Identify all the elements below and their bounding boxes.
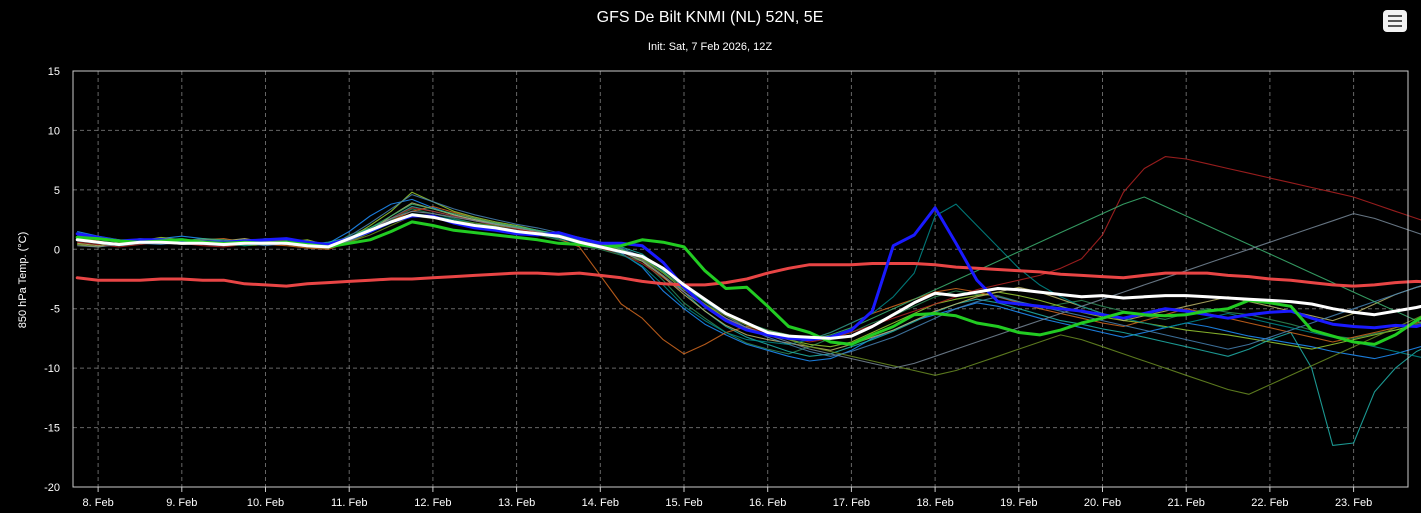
chart-menu-button[interactable] [1383, 10, 1407, 32]
chart-title: GFS De Bilt KNMI (NL) 52N, 5E [597, 9, 824, 26]
x-tick-label: 19. Feb [1000, 497, 1037, 509]
climate-mean-line [75, 262, 1421, 288]
x-tick-label: 11. Feb [331, 497, 368, 509]
y-tick-label: -5 [50, 304, 60, 316]
ensemble-member-line [77, 194, 1421, 357]
plot-border [72, 70, 1409, 488]
ensemble-member-line [77, 196, 1421, 341]
operational-line [75, 220, 1421, 346]
x-tick-label: 9. Feb [166, 497, 197, 509]
x-tick-label: 10. Feb [247, 497, 284, 509]
ensemble-member-line [77, 198, 1421, 362]
y-tick-label: 15 [48, 66, 60, 78]
y-tick-label: -15 [44, 423, 60, 435]
x-tick-label: 18. Feb [916, 497, 953, 509]
y-tick-label: -10 [44, 363, 60, 375]
x-tick-label: 15. Feb [665, 497, 702, 509]
x-tick-label: 16. Feb [749, 497, 786, 509]
ensemble-mean-line [75, 213, 1421, 340]
y-tick-label: 5 [54, 185, 60, 197]
y-tick-label: -20 [44, 482, 60, 494]
x-axis-ticks: 8. Feb 9. Feb 10. Feb 11. Feb 12. Feb 13. Feb… [83, 497, 1373, 509]
chart-subtitle: Init: Sat, 7 Feb 2026, 12Z [648, 41, 772, 53]
y-tick-label: 10 [48, 125, 60, 137]
x-tick-label: 20. Feb [1084, 497, 1121, 509]
x-tick-label: 17. Feb [833, 497, 870, 509]
highlight-series [75, 206, 1421, 346]
x-tick-label: 22. Feb [1251, 497, 1288, 509]
x-tick-label: 12. Feb [414, 497, 451, 509]
x-tick-label: 23. Feb [1335, 497, 1372, 509]
y-axis-ticks: 15 10 5 0 -5 -10 -15 -20 [44, 66, 60, 494]
x-tick-label: 14. Feb [582, 497, 619, 509]
y-axis-label: 850 hPa Temp. (°C) [17, 232, 29, 329]
grid [73, 71, 1408, 492]
x-tick-label: 8. Feb [83, 497, 114, 509]
x-tick-label: 21. Feb [1168, 497, 1205, 509]
y-tick-label: 0 [54, 244, 60, 256]
x-tick-label: 13. Feb [498, 497, 535, 509]
